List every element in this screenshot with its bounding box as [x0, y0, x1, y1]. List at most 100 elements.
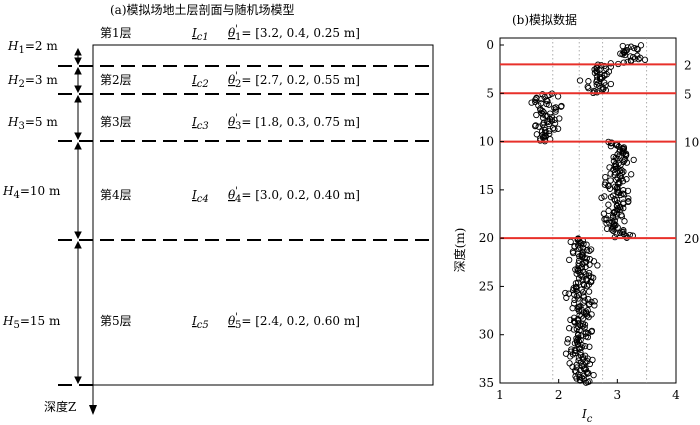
data-point-436 [581, 342, 589, 350]
data-point-476 [584, 370, 591, 377]
data-point-313 [590, 258, 598, 265]
layer-1-name: 第1层 [100, 26, 132, 40]
layer-3-theta: θ' 3= [1.8, 0.3, 0.75 m] [228, 113, 360, 132]
data-point-266 [603, 225, 611, 232]
data-point-184 [611, 169, 619, 176]
data-point-248 [618, 213, 626, 220]
data-point-401 [571, 318, 578, 326]
data-point-138 [537, 137, 544, 144]
data-point-440 [576, 345, 583, 353]
data-point-442 [571, 347, 578, 354]
y-tick-label-20: 20 [479, 231, 494, 245]
data-point-311 [566, 256, 573, 264]
data-point-64 [599, 86, 606, 93]
data-point-219 [601, 193, 608, 200]
data-point-431 [564, 339, 571, 346]
data-point-278 [611, 233, 619, 241]
data-point-194 [623, 176, 630, 183]
data-point-264 [614, 224, 621, 231]
data-point-105 [539, 114, 547, 121]
thickness-arrow-4 [74, 141, 82, 240]
data-point-358 [579, 289, 587, 296]
data-point-367 [575, 295, 582, 302]
layer-row-1: H1=2 m 第1层 Ic1 θ' 1= [3.2, 0.4, 0.25 m] [7, 24, 360, 56]
data-point-349 [583, 282, 591, 290]
data-point-355 [570, 287, 577, 294]
data-point-478 [590, 371, 597, 379]
data-point-366 [563, 294, 570, 301]
thickness-arrow-3 [74, 94, 82, 141]
data-point-117 [532, 122, 539, 130]
data-point-410 [566, 325, 573, 332]
layer-1-thickness: H1=2 m [7, 39, 58, 56]
data-point-21 [641, 56, 649, 63]
data-point-347 [585, 281, 593, 288]
data-point-211 [624, 187, 632, 195]
y-ticks: 0 5 10 15 20 25 30 35 [479, 38, 504, 390]
data-point-202 [601, 181, 609, 188]
data-point-257 [606, 219, 613, 226]
data-point-273 [613, 230, 620, 237]
data-point-208 [606, 185, 614, 192]
data-point-319 [594, 262, 601, 269]
x-ticks: 1 2 3 4 [496, 379, 680, 402]
layer-3-name: 第3层 [100, 115, 132, 129]
soil-profile-box [92, 44, 434, 386]
data-point-121 [554, 125, 562, 132]
layer-3-thickness: H3=5 m [7, 115, 58, 132]
data-point-486 [577, 377, 584, 384]
data-point-245 [613, 211, 620, 218]
data-point-423 [584, 333, 592, 341]
thickness-arrow-5 [74, 240, 82, 385]
y-tick-label-10: 10 [479, 135, 494, 149]
data-point-212 [614, 188, 621, 195]
y-tick-label-15: 15 [479, 183, 494, 197]
data-point-380 [575, 304, 582, 311]
data-point-357 [585, 288, 593, 295]
boundary-labels: 2 5 10 20 [684, 58, 699, 246]
data-point-75 [541, 93, 548, 101]
data-point-462 [586, 360, 594, 368]
data-point-371 [591, 298, 598, 305]
data-point-81 [544, 98, 551, 105]
data-point-210 [620, 187, 627, 194]
data-point-222 [625, 195, 632, 202]
data-point-93 [552, 106, 559, 113]
data-point-290 [574, 242, 582, 249]
data-point-83 [528, 99, 535, 106]
data-point-483 [573, 375, 580, 382]
layer-5-ic-symbol: Ic5 [191, 314, 209, 331]
data-point-55 [595, 80, 602, 87]
data-point-432 [571, 340, 579, 347]
data-point-133 [540, 133, 548, 141]
layer-5-theta: θ' 5= [2.4, 0.2, 0.60 m] [228, 312, 360, 331]
data-point-270 [620, 228, 627, 235]
data-point-427 [577, 336, 584, 344]
data-point-421 [578, 332, 585, 339]
layer-1-theta: θ' 1= [3.2, 0.4, 0.25 m] [228, 24, 360, 43]
layer-2-theta: θ' 2= [2.7, 0.2, 0.55 m] [228, 71, 360, 90]
data-point-82 [532, 98, 539, 106]
data-point-217 [617, 191, 624, 199]
data-point-170 [623, 159, 631, 166]
data-point-394 [585, 313, 592, 321]
layer-4-ic-symbol: Ic4 [191, 188, 209, 205]
layer-4-theta: θ' 4= [3.0, 0.2, 0.40 m] [228, 186, 360, 205]
x-tick-label-1: 1 [496, 388, 504, 402]
data-point-285 [567, 238, 574, 246]
data-point-331 [573, 270, 580, 277]
data-point-101 [533, 111, 540, 119]
layer-row-4: H4=10 m 第4层 Ic4 θ' 4= [3.0, 0.2, 0.40 m] [2, 184, 360, 205]
panel-a-title: (a)模拟场地土层剖面与随机场模型 [110, 2, 295, 17]
thickness-arrow-1 [74, 47, 82, 66]
y-tick-label-35: 35 [479, 376, 494, 390]
data-point-96 [552, 108, 559, 115]
data-point-4 [631, 44, 638, 52]
data-point-391 [576, 311, 583, 319]
data-point-377 [591, 302, 598, 309]
data-point-20 [635, 55, 642, 63]
data-point-62 [585, 84, 592, 92]
layer-3-ic-symbol: Ic3 [191, 115, 209, 132]
data-point-146 [607, 142, 615, 150]
